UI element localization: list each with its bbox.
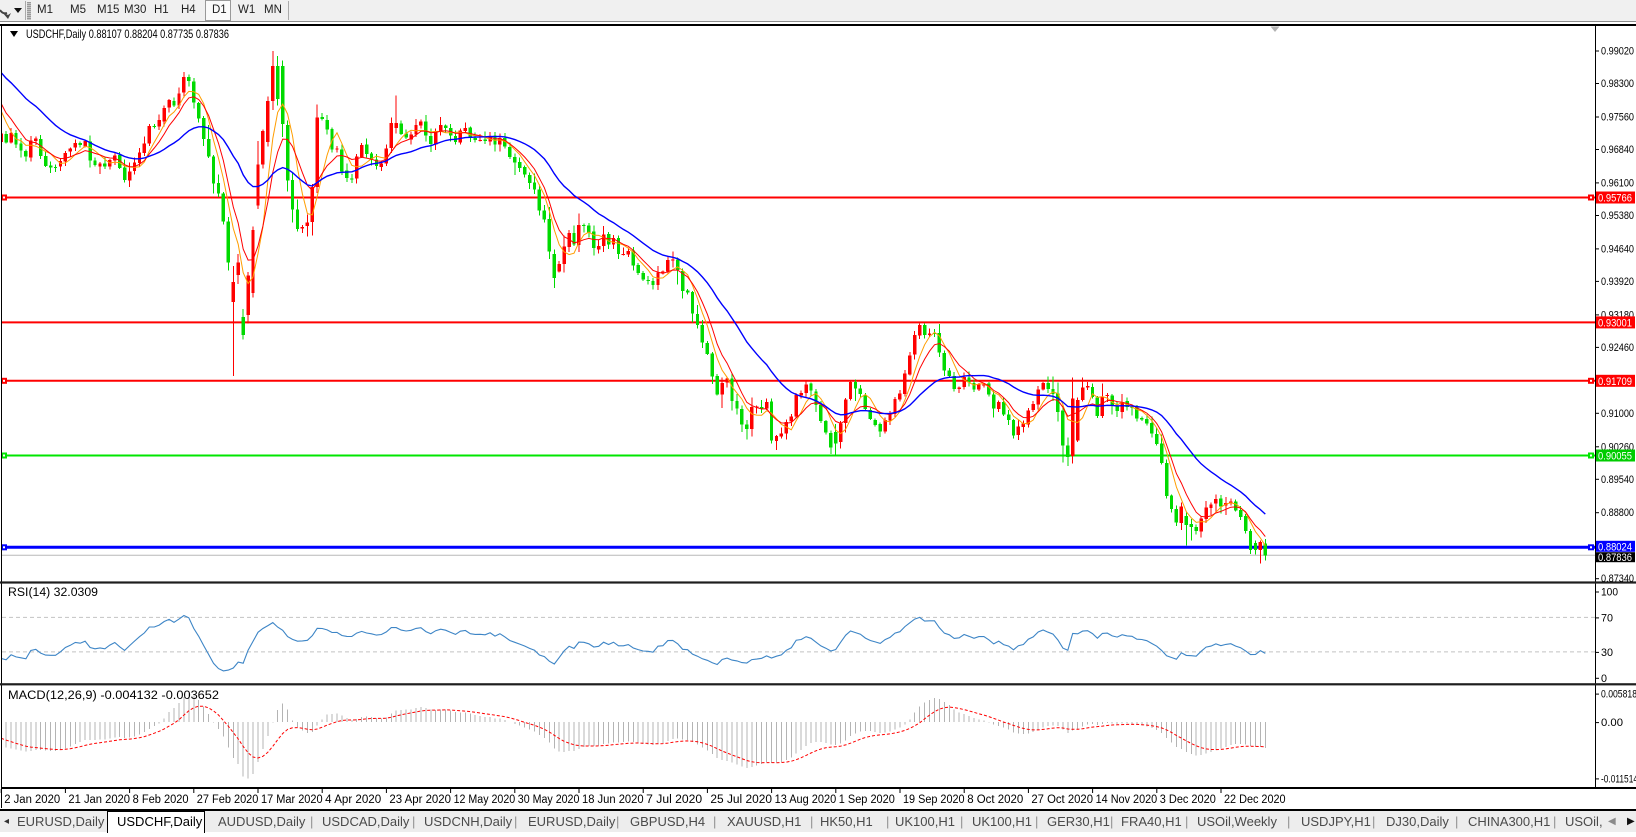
svg-text:0.94640: 0.94640 xyxy=(1601,243,1634,255)
svg-text:25 Jul 2020: 25 Jul 2020 xyxy=(710,794,772,806)
svg-text:0.88800: 0.88800 xyxy=(1601,507,1634,519)
svg-text:8 Feb 2020: 8 Feb 2020 xyxy=(133,794,189,806)
svg-text:30: 30 xyxy=(1601,647,1613,659)
svg-text:0.91709: 0.91709 xyxy=(1598,376,1632,388)
svg-text:27 Oct 2020: 27 Oct 2020 xyxy=(1031,794,1093,806)
svg-text:0.90055: 0.90055 xyxy=(1598,451,1632,463)
svg-text:0.87340: 0.87340 xyxy=(1601,573,1634,585)
svg-text:0: 0 xyxy=(1601,673,1607,685)
svg-text:17 Mar 2020: 17 Mar 2020 xyxy=(261,794,323,806)
svg-text:14 Nov 2020: 14 Nov 2020 xyxy=(1096,794,1158,806)
svg-text:8 Oct 2020: 8 Oct 2020 xyxy=(967,794,1023,806)
svg-text:22 Dec 2020: 22 Dec 2020 xyxy=(1224,794,1286,806)
svg-text:7 Jul 2020: 7 Jul 2020 xyxy=(646,794,702,806)
svg-text:3 Dec 2020: 3 Dec 2020 xyxy=(1160,794,1216,806)
svg-text:1 Sep 2020: 1 Sep 2020 xyxy=(839,794,895,806)
svg-text:4 Apr 2020: 4 Apr 2020 xyxy=(325,794,381,806)
svg-text:0.96100: 0.96100 xyxy=(1601,177,1634,189)
svg-text:100: 100 xyxy=(1601,587,1618,599)
svg-text:12 May 2020: 12 May 2020 xyxy=(454,794,516,806)
svg-text:0.00: 0.00 xyxy=(1601,717,1623,729)
svg-text:70: 70 xyxy=(1601,612,1613,624)
svg-text:USDCHF,Daily 0.88107 0.88204: USDCHF,Daily 0.88107 0.88204 0.87735 0.8… xyxy=(26,27,229,41)
svg-text:0.96840: 0.96840 xyxy=(1601,144,1634,156)
svg-text:0.93001: 0.93001 xyxy=(1598,317,1632,329)
svg-text:0.005818: 0.005818 xyxy=(1601,689,1636,701)
svg-text:-0.011514: -0.011514 xyxy=(1601,773,1636,785)
svg-text:0.89540: 0.89540 xyxy=(1601,474,1634,486)
svg-text:0.87836: 0.87836 xyxy=(1598,552,1632,564)
svg-text:0.95380: 0.95380 xyxy=(1601,210,1634,222)
svg-text:0.88024: 0.88024 xyxy=(1598,541,1632,553)
svg-text:0.92460: 0.92460 xyxy=(1601,342,1634,354)
svg-text:0.91000: 0.91000 xyxy=(1601,408,1634,420)
svg-text:0.95766: 0.95766 xyxy=(1598,193,1632,205)
svg-text:MACD(12,26,9) -0.004132 -0.003: MACD(12,26,9) -0.004132 -0.003652 xyxy=(8,690,219,702)
svg-text:19 Sep 2020: 19 Sep 2020 xyxy=(903,794,965,806)
svg-text:21 Jan 2020: 21 Jan 2020 xyxy=(68,794,130,806)
svg-text:0.98300: 0.98300 xyxy=(1601,78,1634,90)
svg-text:RSI(14) 32.0309: RSI(14) 32.0309 xyxy=(8,587,98,599)
svg-text:30 May 2020: 30 May 2020 xyxy=(518,794,580,806)
svg-text:0.93920: 0.93920 xyxy=(1601,276,1634,288)
svg-text:0.97560: 0.97560 xyxy=(1601,112,1634,124)
svg-text:2 Jan 2020: 2 Jan 2020 xyxy=(4,794,60,806)
svg-text:27 Feb 2020: 27 Feb 2020 xyxy=(197,794,259,806)
svg-text:23 Apr 2020: 23 Apr 2020 xyxy=(389,794,451,806)
svg-text:18 Jun 2020: 18 Jun 2020 xyxy=(582,794,644,806)
svg-text:13 Aug 2020: 13 Aug 2020 xyxy=(775,794,837,806)
svg-text:0.99020: 0.99020 xyxy=(1601,46,1634,58)
